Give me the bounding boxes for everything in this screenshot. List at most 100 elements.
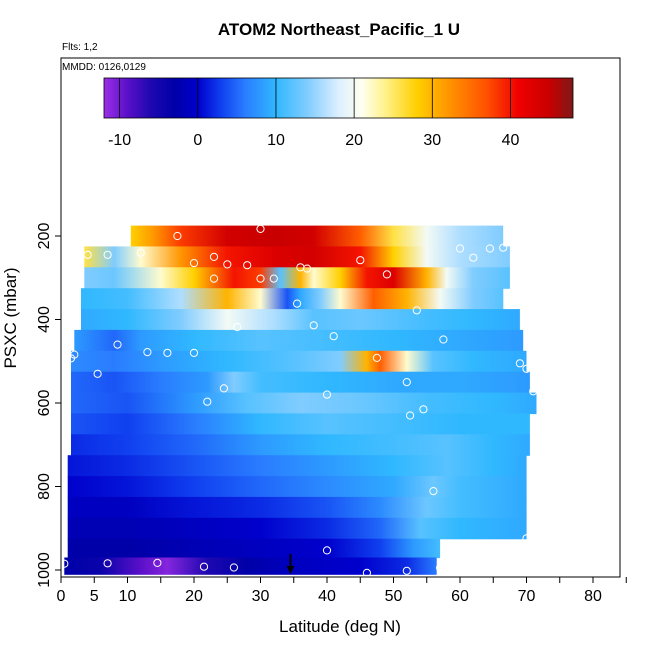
heatmap-band	[84, 246, 510, 268]
y-tick-label: 600	[36, 390, 53, 417]
observation-point	[189, 348, 199, 357]
observation-point	[402, 566, 411, 575]
colorbar: -10 0 10 20 30 40	[103, 77, 574, 149]
observation-point	[256, 274, 265, 283]
observation-point	[83, 250, 92, 259]
heatmap-band	[81, 288, 504, 310]
colorbar-tick-label: -10	[108, 132, 131, 149]
y-axis: 200 400 600 800 1000	[36, 223, 61, 588]
heatmap-band	[67, 517, 527, 540]
observation-point	[329, 332, 338, 341]
x-tick-label: 80	[584, 588, 602, 605]
heatmap-band	[130, 225, 504, 248]
observation-point	[153, 558, 162, 568]
heatmap-band	[84, 267, 510, 289]
observation-point	[303, 264, 312, 273]
observation-point	[136, 248, 145, 257]
colorbar-tick-label: 30	[423, 132, 441, 149]
plot-frame	[60, 57, 621, 578]
observation-point	[203, 397, 212, 406]
observation-point	[522, 534, 531, 543]
colorbar-scale	[103, 77, 574, 119]
observation-point	[515, 359, 525, 368]
observation-point	[243, 261, 252, 270]
observation-point	[293, 299, 302, 308]
heatmap-band	[74, 329, 524, 352]
observation-point	[412, 306, 421, 315]
observation-point	[499, 243, 508, 252]
observation-point	[485, 244, 494, 253]
y-axis-label: PSXC (mbar)	[1, 267, 20, 368]
observation-point	[419, 405, 428, 414]
x-tick-label: 50	[385, 588, 403, 605]
x-tick-label: 60	[451, 588, 469, 605]
colorbar-tick-label: 0	[193, 132, 202, 149]
observation-point	[429, 487, 438, 496]
y-tick-label: 400	[36, 306, 53, 333]
chart-title: ATOM2 Northeast_Pacific_1 U	[218, 20, 460, 39]
x-tick-label: 20	[185, 588, 203, 605]
observation-point	[113, 340, 122, 349]
observation-markers	[60, 224, 538, 578]
observation-point	[529, 387, 538, 396]
heatmap-band	[64, 557, 437, 575]
observation-point	[322, 546, 332, 555]
observation-point	[402, 378, 411, 387]
observation-point	[103, 559, 112, 568]
flights-label: Flts: 1,2	[62, 42, 98, 53]
observation-point	[163, 348, 172, 357]
heatmap-band	[67, 455, 527, 477]
observation-point	[143, 348, 152, 357]
observation-point	[382, 270, 391, 279]
colorbar-tick-label: 20	[345, 132, 363, 149]
heatmap-band	[67, 476, 527, 498]
y-tick-label: 800	[36, 473, 53, 500]
observation-point	[66, 354, 76, 363]
x-tick-label: 0	[57, 588, 66, 605]
colorbar-tick-label: 40	[502, 132, 520, 149]
observation-point	[406, 411, 415, 420]
x-tick-label: 5	[90, 588, 99, 605]
observation-point	[229, 563, 238, 572]
observation-point	[219, 384, 228, 393]
observation-point	[269, 274, 278, 283]
observation-point	[103, 250, 112, 259]
x-tick-label: 30	[252, 588, 270, 605]
heatmap-band	[67, 538, 441, 559]
observation-point	[223, 260, 232, 269]
observation-point	[199, 562, 209, 571]
observation-point	[93, 369, 102, 378]
observation-point	[439, 335, 448, 344]
observation-point	[522, 364, 531, 373]
heatmap-band	[71, 350, 527, 373]
observation-point	[209, 252, 219, 261]
observation-point	[372, 353, 381, 362]
heatmap-band	[71, 413, 530, 435]
heatmap-band	[71, 434, 530, 456]
y-tick-label: 200	[36, 223, 53, 250]
observation-point	[309, 321, 318, 330]
heatmap-band	[71, 371, 530, 394]
observation-point	[256, 224, 265, 233]
x-axis-label: Latitude (deg N)	[279, 617, 401, 636]
observation-point	[455, 244, 465, 253]
observation-point	[189, 259, 199, 268]
heatmap-band	[71, 392, 537, 415]
heatmap-band	[81, 309, 520, 331]
observation-point	[356, 256, 365, 265]
x-axis: 0 5 10 20 30 40 50 60 70 80	[57, 577, 627, 605]
colorbar-tick-label: 10	[267, 132, 285, 149]
flight-marker-arrow	[286, 566, 295, 574]
observation-point	[173, 231, 182, 241]
x-tick-label: 70	[518, 588, 536, 605]
y-tick-label: 1000	[36, 552, 53, 588]
dates-label: MMDD: 0126,0129	[62, 62, 146, 73]
observation-point	[233, 322, 242, 332]
observation-point	[322, 390, 332, 399]
heatmap-layer	[64, 225, 537, 575]
observation-point	[469, 253, 478, 262]
x-tick-label: 10	[119, 588, 137, 605]
heatmap-band	[67, 496, 527, 519]
observation-point	[209, 274, 219, 283]
